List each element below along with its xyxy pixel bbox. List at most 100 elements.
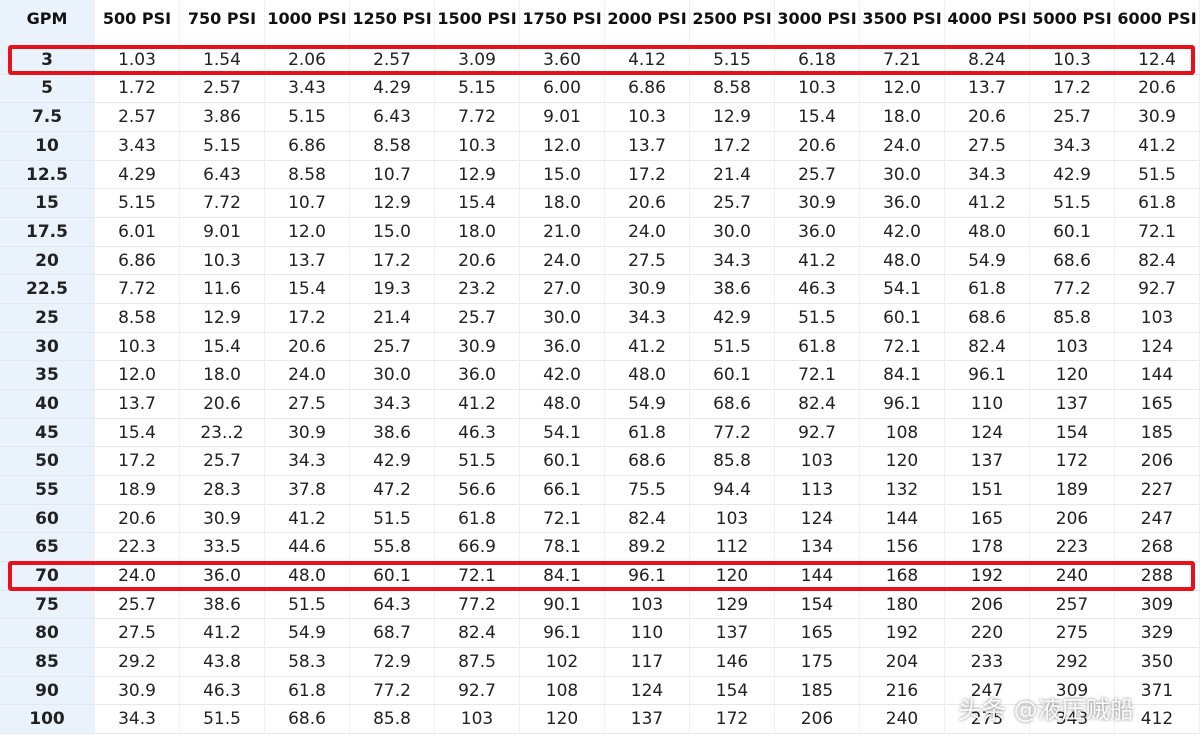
table-cell: 2.57 [350,46,435,75]
table-cell: 13.7 [95,390,180,419]
table-cell: 10.3 [180,246,265,276]
table-cell: 66.9 [435,533,520,563]
table-cell: 18.0 [435,218,520,247]
table-cell: 103 [1030,332,1115,362]
table-cell: 34.3 [605,304,690,333]
table-cell: 51.5 [265,590,350,620]
table-cell: 13.7 [605,132,690,161]
table-cell: 192 [945,562,1030,591]
table-cell: 144 [1115,361,1200,391]
table-cell: 15.4 [775,103,860,132]
table-cell: 60.1 [860,304,945,333]
table-cell: 206 [1115,447,1200,477]
table-cell: 41.2 [945,189,1030,218]
table-cell: 175 [775,648,860,677]
table-cell: 19.3 [350,275,435,305]
table-cell: 68.7 [350,619,435,649]
table-cell: 24.0 [95,562,180,591]
table-cell: 37.8 [265,476,350,505]
table-cell: 103 [605,590,690,620]
table-cell: 48.0 [860,246,945,276]
table-cell: 38.6 [350,418,435,448]
table-cell: 89.2 [605,533,690,563]
table-cell: 30.9 [435,332,520,362]
table-cell: 6.01 [95,218,180,247]
table-cell: 94.4 [690,476,775,505]
table-cell: 3.43 [95,132,180,161]
table-cell: 64.3 [350,590,435,620]
table-cell: 82.4 [945,332,1030,362]
table-cell: 72.1 [435,562,520,591]
table-cell: 72.1 [520,504,605,534]
table-cell: 38.6 [180,590,265,620]
table-cell: 102 [520,648,605,677]
table-cell: 41.2 [605,332,690,362]
table-cell: 165 [775,619,860,649]
table-cell: 46.3 [180,676,265,706]
row-header: 3 [0,46,95,75]
table-cell: 108 [860,418,945,448]
table-cell: 54.1 [860,275,945,305]
table-cell: 22.3 [95,533,180,563]
table-cell: 41.2 [775,246,860,276]
table-cell: 72.9 [350,648,435,677]
table-cell: 227 [1115,476,1200,505]
table-cell: 25.7 [95,590,180,620]
table-cell: 172 [1030,447,1115,477]
table-cell: 4.29 [350,74,435,104]
table-cell: 2.57 [95,103,180,132]
table-cell: 6.86 [265,132,350,161]
table-cell: 180 [860,590,945,620]
table-cell: 7.21 [860,46,945,75]
table-cell: 146 [690,648,775,677]
row-header: 75 [0,590,95,620]
table-cell: 56.6 [435,476,520,505]
table-cell: 18.0 [860,103,945,132]
table-cell: 61.8 [775,332,860,362]
column-header: 1000 PSI [265,0,350,46]
table-cell: 25.7 [435,304,520,333]
table-cell: 72.1 [1115,218,1200,247]
table-cell: 30.0 [350,361,435,391]
watermark: 头条 @液压贼船 [958,696,1134,724]
table-cell: 47.2 [350,476,435,505]
table-cell: 44.6 [265,533,350,563]
row-header: 12.5 [0,160,95,190]
table-cell: 8.58 [265,160,350,190]
table-cell: 151 [945,476,1030,505]
table-cell: 60.1 [350,562,435,591]
table-cell: 220 [945,619,1030,649]
table-cell: 25.7 [690,189,775,218]
table-cell: 30.9 [605,275,690,305]
table-cell: 60.1 [1030,218,1115,247]
table-cell: 68.6 [690,390,775,419]
table-cell: 154 [690,676,775,706]
table-cell: 206 [945,590,1030,620]
table-cell: 34.3 [1030,132,1115,161]
table-cell: 41.2 [180,619,265,649]
table-cell: 132 [860,476,945,505]
table-cell: 247 [945,676,1030,706]
table-cell: 30.0 [690,218,775,247]
table-cell: 15.4 [265,275,350,305]
column-header: 3000 PSI [775,0,860,46]
table-cell: 137 [690,619,775,649]
table-cell: 192 [860,619,945,649]
table-cell: 23..2 [180,418,265,448]
row-header: 60 [0,504,95,534]
table-cell: 61.8 [435,504,520,534]
table-cell: 48.0 [605,361,690,391]
table-cell: 60.1 [520,447,605,477]
table-cell: 43.8 [180,648,265,677]
table-cell: 117 [605,648,690,677]
table-cell: 30.9 [95,676,180,706]
table-cell: 85.8 [690,447,775,477]
table-cell: 144 [775,562,860,591]
table-cell: 233 [945,648,1030,677]
table-cell: 61.8 [605,418,690,448]
row-header: 22.5 [0,275,95,305]
table-cell: 120 [520,705,605,735]
table-cell: 1.54 [180,46,265,75]
table-cell: 66.1 [520,476,605,505]
